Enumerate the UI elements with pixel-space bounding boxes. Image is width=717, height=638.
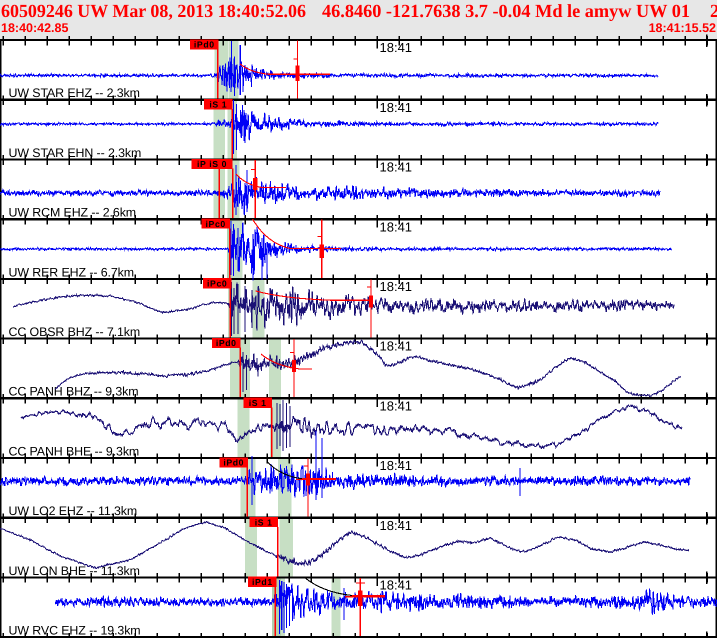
- svg-text:18:41: 18:41: [380, 398, 413, 413]
- svg-text:iPc0: iPc0: [206, 219, 226, 229]
- svg-text:iPd0: iPd0: [194, 40, 215, 50]
- svg-text:18:41: 18:41: [380, 100, 413, 115]
- svg-text:iP iS 0: iP iS 0: [197, 159, 227, 169]
- svg-text:18:41: 18:41: [380, 458, 413, 473]
- svg-text:iS 1: iS 1: [209, 99, 227, 109]
- svg-text:18:41: 18:41: [380, 160, 413, 175]
- svg-text:18:41: 18:41: [380, 279, 413, 294]
- svg-text:18:41: 18:41: [380, 518, 413, 533]
- svg-text:2: 2: [710, 2, 717, 22]
- svg-text:46.8460 -121.7638 3.7 -0.04: 46.8460 -121.7638 3.7 -0.04 Md le amyw U…: [322, 2, 690, 22]
- svg-text:18:41: 18:41: [380, 219, 413, 234]
- svg-text:UW LON BHE -- 11.3km: UW LON BHE -- 11.3km: [9, 564, 140, 578]
- svg-text:UW STAR EHN -- 2.3km: UW STAR EHN -- 2.3km: [9, 146, 142, 160]
- svg-text:iPd0: iPd0: [216, 338, 237, 348]
- svg-text:UW RVC EHZ -- 19.3km: UW RVC EHZ -- 19.3km: [9, 624, 141, 638]
- svg-text:iPd1: iPd1: [252, 577, 273, 587]
- svg-text:CC OBSR BHZ -- 7.1km: CC OBSR BHZ -- 7.1km: [9, 325, 141, 339]
- svg-text:iS 1: iS 1: [249, 398, 267, 408]
- svg-text:UW RER EHZ -- 6.7km: UW RER EHZ -- 6.7km: [9, 265, 134, 279]
- svg-text:iPd0: iPd0: [223, 458, 244, 468]
- svg-text:iS 1: iS 1: [255, 517, 273, 527]
- svg-text:18:40:42.85: 18:40:42.85: [1, 21, 68, 35]
- svg-text:UW RCM EHZ -- 2.6km: UW RCM EHZ -- 2.6km: [9, 206, 137, 220]
- svg-text:CC PANH BHZ -- 9.3km: CC PANH BHZ -- 9.3km: [9, 385, 139, 399]
- svg-text:18:41: 18:41: [380, 40, 413, 55]
- svg-text:CC PANH BHE -- 9.3km: CC PANH BHE -- 9.3km: [9, 444, 140, 458]
- svg-text:18:41: 18:41: [380, 339, 413, 354]
- svg-text:18:41:15.52: 18:41:15.52: [649, 21, 716, 35]
- svg-text:18:41: 18:41: [380, 578, 413, 593]
- svg-text:UW LO2 EHZ -- 11.3km: UW LO2 EHZ -- 11.3km: [9, 504, 138, 518]
- svg-text:60509246 UW Mar 08, 2013 18:40: 60509246 UW Mar 08, 2013 18:40:52.06: [1, 2, 306, 22]
- svg-text:UW STAR EHZ -- 2.3km: UW STAR EHZ -- 2.3km: [9, 86, 140, 100]
- svg-text:iPc0: iPc0: [207, 279, 227, 289]
